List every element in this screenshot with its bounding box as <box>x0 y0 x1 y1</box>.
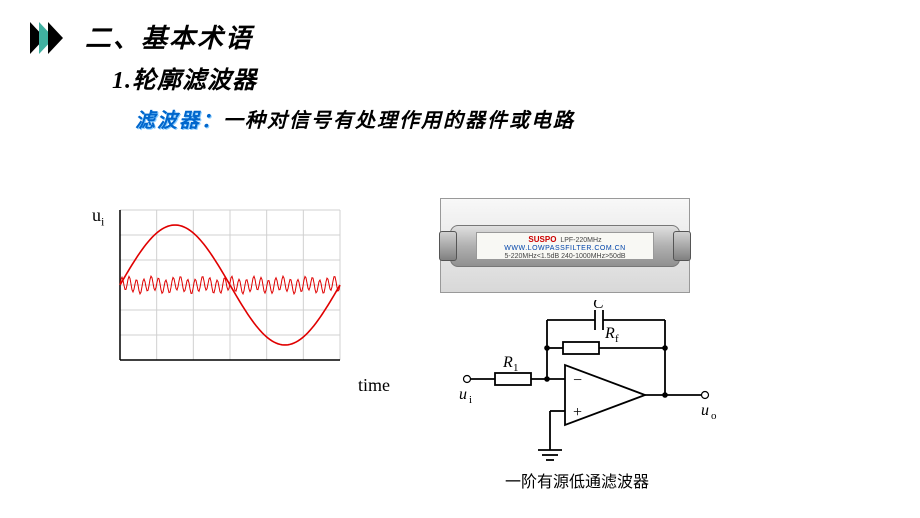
circuit-caption: 一阶有源低通滤波器 <box>505 468 649 492</box>
svg-text:R: R <box>502 354 513 371</box>
connector-right <box>673 231 691 261</box>
bullet-icon <box>30 18 72 63</box>
description-line: 滤波器：一种对信号有处理作用的器件或电路 <box>135 104 575 133</box>
heading-sub: 1.轮廓滤波器 <box>112 60 257 95</box>
svg-text:R: R <box>604 325 615 342</box>
description-label: 滤波器： <box>135 110 223 132</box>
axis-label-x: time <box>358 375 390 396</box>
svg-text:o: o <box>711 410 717 422</box>
heading-main: 二、基本术语 <box>85 18 253 55</box>
signal-chart <box>90 200 350 385</box>
filter-photo: SUSPO LPF-220MHz WWW.LOWPASSFILTER.COM.C… <box>440 198 690 293</box>
filter-label: SUSPO LPF-220MHz WWW.LOWPASSFILTER.COM.C… <box>476 232 654 260</box>
svg-text:+: + <box>573 404 582 421</box>
svg-text:u: u <box>459 386 467 403</box>
connector-left <box>439 231 457 261</box>
svg-text:C: C <box>593 300 604 312</box>
svg-text:−: − <box>573 372 582 389</box>
svg-text:i: i <box>469 394 472 406</box>
svg-text:f: f <box>615 333 619 345</box>
filter-device: SUSPO LPF-220MHz WWW.LOWPASSFILTER.COM.C… <box>450 225 680 267</box>
svg-text:u: u <box>701 402 709 419</box>
svg-text:1: 1 <box>513 362 519 374</box>
description-text: 一种对信号有处理作用的器件或电路 <box>223 110 575 132</box>
circuit-diagram: −+R1uiRfCuo <box>455 300 725 470</box>
